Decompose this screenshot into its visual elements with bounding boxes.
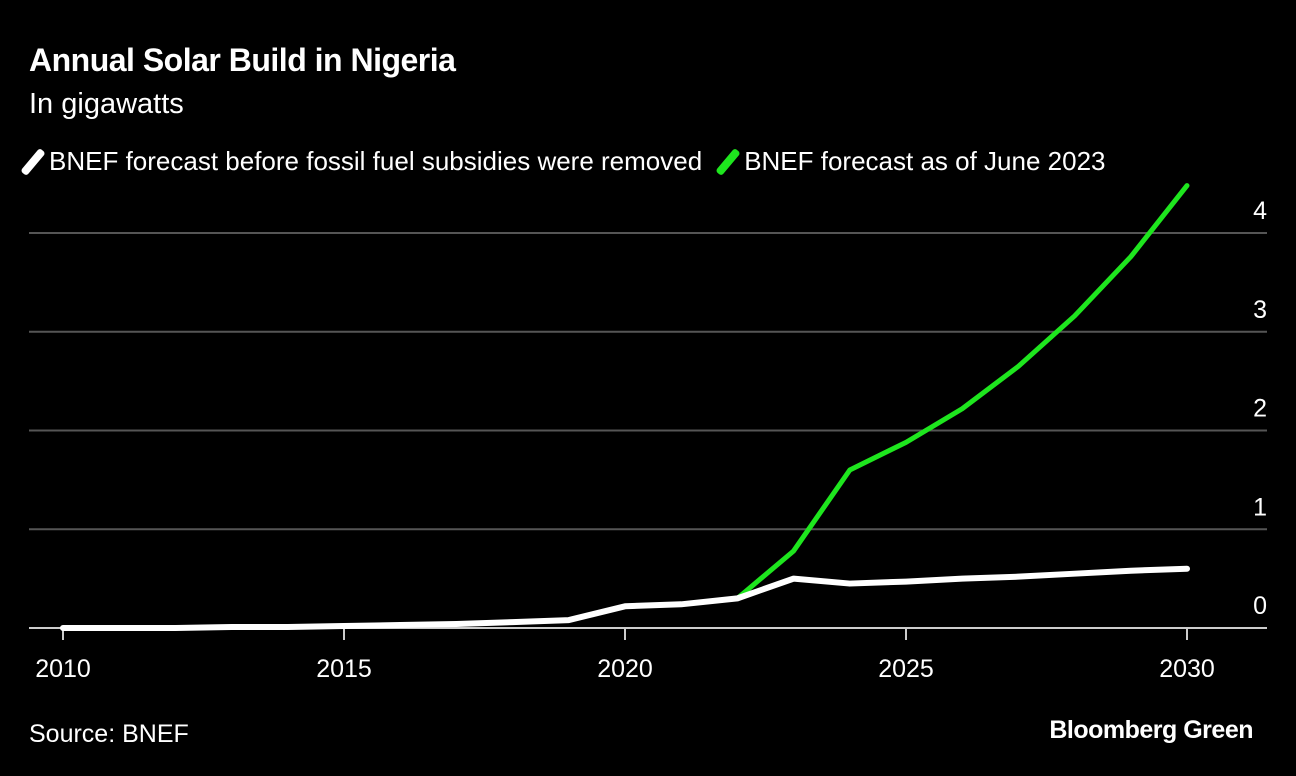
series-line-before-subsidy-removal <box>60 565 1190 631</box>
legend-label: BNEF forecast as of June 2023 <box>744 146 1106 176</box>
legend-item-before: BNEF forecast before fossil fuel subsidi… <box>20 146 703 177</box>
y-tick-label: 3 <box>1253 296 1267 324</box>
source-note: Source: BNEF <box>29 720 189 748</box>
x-tick-label: 2015 <box>316 655 372 683</box>
x-tick-label: 2010 <box>35 655 91 683</box>
y-tick-label: 0 <box>1253 592 1267 620</box>
y-tick-label: 4 <box>1253 197 1267 225</box>
legend-item-june-2023: BNEF forecast as of June 2023 <box>715 146 1106 177</box>
y-tick-label: 1 <box>1253 493 1267 521</box>
legend-label: BNEF forecast before fossil fuel subsidi… <box>49 146 703 176</box>
legend: BNEF forecast before fossil fuel subsidi… <box>20 146 1106 177</box>
chart-title: Annual Solar Build in Nigeria <box>29 42 456 78</box>
chart-subtitle: In gigawatts <box>29 88 184 120</box>
x-tick-label: 2020 <box>597 655 653 683</box>
x-tick-label: 2025 <box>878 655 934 683</box>
y-tick-label: 2 <box>1253 395 1267 423</box>
brand-logo: Bloomberg Green <box>1049 716 1253 744</box>
x-tick-label: 2030 <box>1159 655 1215 683</box>
series-line-june-2023 <box>172 183 1190 631</box>
